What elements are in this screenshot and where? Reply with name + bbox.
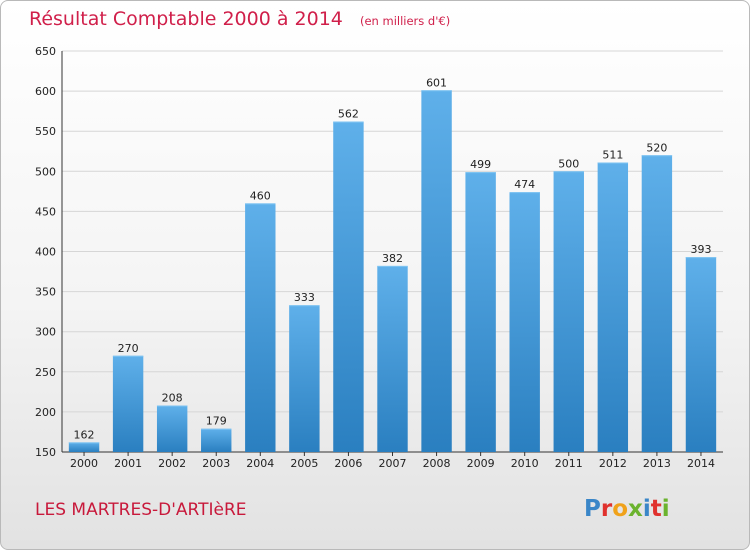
x-tick-label: 2008	[423, 457, 451, 470]
bar-2012	[597, 162, 629, 452]
bar-2004	[245, 203, 276, 452]
bar-2009	[465, 172, 496, 453]
proxiti-logo: Proxiti	[584, 496, 670, 522]
proxiti-logo-text: Proxiti	[584, 496, 670, 522]
x-tick-label: 2007	[379, 457, 407, 470]
x-tick-label: 2000	[70, 457, 98, 470]
value-label: 270	[118, 342, 139, 355]
bar-2014	[685, 257, 717, 452]
x-tick-labels: 2000 2001 2002 2003 2004 2005 2006 2007 2008 2009…	[70, 452, 715, 470]
bar-2010	[509, 192, 540, 453]
value-label: 179	[206, 415, 227, 428]
bar-2000	[68, 442, 100, 452]
y-tick-label: 600	[35, 85, 56, 98]
y-tick-label: 350	[35, 286, 56, 299]
logo-letter: t	[651, 496, 662, 522]
y-tick-label: 150	[35, 446, 56, 459]
chart-title: Résultat Comptable 2000 à 2014 (en milli…	[29, 8, 450, 30]
x-tick-label: 2013	[643, 457, 671, 470]
y-tick-label: 550	[35, 125, 56, 138]
chart-subtitle: (en milliers d'€)	[360, 14, 450, 28]
logo-letter: o	[612, 496, 628, 522]
chart-title-main: Résultat Comptable 2000 à 2014	[29, 8, 343, 30]
value-label: 511	[602, 148, 623, 161]
x-tick-label: 2005	[290, 457, 318, 470]
bars	[68, 90, 717, 453]
y-tick-label: 300	[35, 326, 56, 339]
x-tick-label: 2014	[687, 457, 715, 470]
bar-2011	[553, 171, 584, 453]
logo-letter: i	[643, 496, 651, 522]
y-tick-label: 650	[35, 45, 56, 58]
value-label: 500	[558, 157, 579, 170]
bar-2001	[112, 355, 144, 452]
commune-name: LES MARTRES-D'ARTIèRE	[35, 500, 247, 520]
value-label: 162	[74, 428, 95, 441]
bar-2002	[156, 405, 188, 452]
x-tick-label: 2011	[555, 457, 583, 470]
x-tick-label: 2009	[467, 457, 495, 470]
value-label: 562	[338, 108, 359, 121]
logo-letter: P	[584, 496, 601, 522]
x-tick-label: 2012	[599, 457, 627, 470]
bar-2008	[421, 90, 452, 452]
x-tick-label: 2002	[158, 457, 186, 470]
logo-letter: r	[601, 496, 613, 522]
bar-2006	[333, 121, 364, 453]
bar-2013	[641, 155, 673, 452]
value-label: 499	[470, 158, 491, 171]
bar-2005	[289, 305, 320, 452]
value-label: 520	[646, 141, 667, 154]
value-label: 460	[250, 189, 271, 202]
y-tick-label: 500	[35, 165, 56, 178]
x-tick-label: 2003	[202, 457, 230, 470]
x-tick-label: 2004	[246, 457, 274, 470]
bar-2007	[377, 265, 408, 452]
y-tick-label: 250	[35, 366, 56, 379]
x-tick-label: 2010	[511, 457, 539, 470]
value-label: 382	[382, 252, 403, 265]
x-tick-label: 2001	[114, 457, 142, 470]
logo-letter: x	[628, 496, 643, 522]
value-labels: 162 270 208 179 460 333 562 382 601 499 474 500 511 5…	[74, 76, 712, 441]
x-tick-label: 2006	[334, 457, 362, 470]
value-label: 393	[690, 243, 711, 256]
logo-letter: i	[662, 496, 670, 522]
value-label: 474	[514, 178, 535, 191]
y-tick-label: 200	[35, 406, 56, 419]
y-tick-labels: 150 200 250 300 350 400 450 500 550 600 650	[35, 45, 56, 459]
value-label: 333	[294, 291, 315, 304]
y-tick-label: 450	[35, 205, 56, 218]
y-tick-label: 400	[35, 246, 56, 259]
bar-2003	[201, 428, 232, 452]
value-label: 601	[426, 76, 447, 89]
value-label: 208	[162, 391, 183, 404]
